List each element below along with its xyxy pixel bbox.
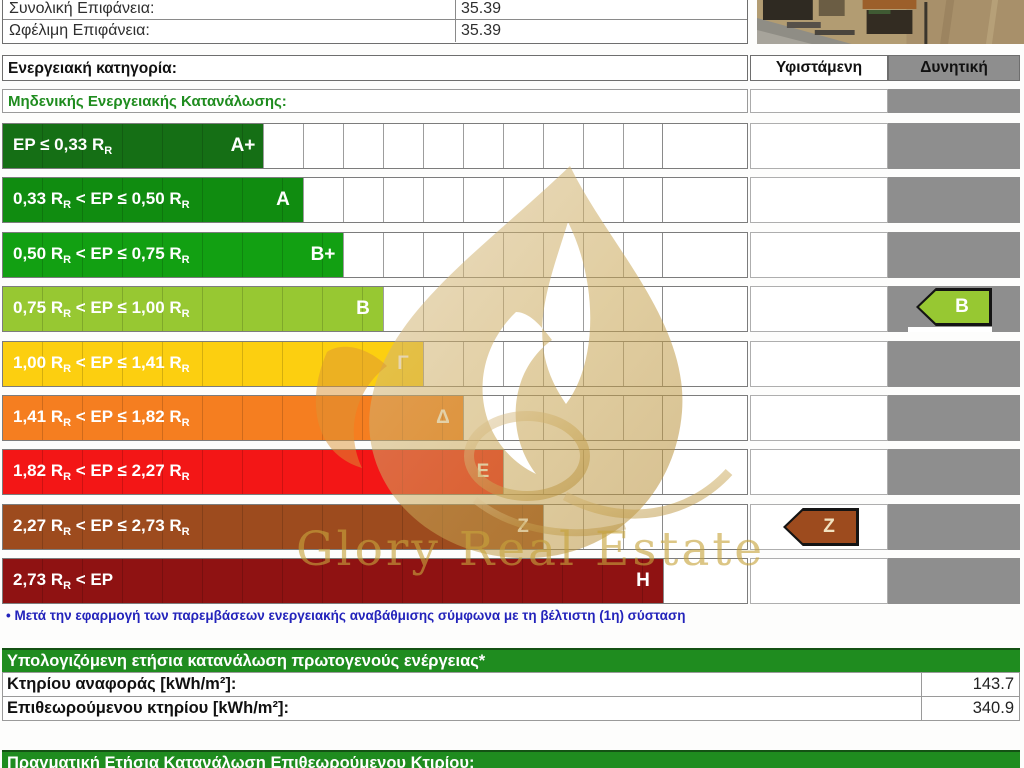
surface-row-label: Συνολική Επιφάνεια:: [9, 0, 155, 17]
energy-class-letter: Γ: [397, 353, 409, 374]
energy-class-range-label: 2,73 RR < EP: [13, 569, 114, 593]
potential-class-marker: B: [916, 288, 992, 326]
energy-class-row: 0,75 RR < EP ≤ 1,00 RR B: [2, 286, 748, 332]
energy-class-letter: Z: [517, 516, 529, 537]
energy-class-row: 1,41 RR < EP ≤ 1,82 RR Δ: [2, 395, 748, 441]
existing-cell: [750, 177, 888, 223]
surface-row-value: 35.39: [455, 20, 747, 42]
energy-class-range-label: 0,50 RR < EP ≤ 0,75 RR: [13, 243, 190, 267]
energy-class-bar: 1,41 RR < EP ≤ 1,82 RR Δ: [3, 396, 463, 440]
existing-cell: [750, 341, 888, 387]
energy-class-range-label: 0,33 RR < EP ≤ 0,50 RR: [13, 188, 190, 212]
marker-arrow: B: [919, 291, 989, 323]
empty-grid-cells: [663, 559, 664, 603]
consumption-row-value: 143.7: [921, 673, 1019, 696]
category-title: Ενεργειακή κατηγορία:: [2, 55, 748, 81]
energy-class-row: 0,33 RR < EP ≤ 0,50 RR A: [2, 177, 748, 223]
energy-class-range-label: 1,82 RR < EP ≤ 2,27 RR: [13, 460, 190, 484]
energy-class-letter: E: [476, 461, 490, 482]
zero-energy-label: Μηδενικής Ενεργειακής Κατανάλωσης:: [2, 89, 748, 113]
energy-class-scale: EP ≤ 0,33 RR A+ 0,33 RR < EP ≤ 0,50 RR A 0,5…: [0, 123, 1024, 605]
potential-cell: B: [888, 286, 1020, 332]
empty-grid-cells: [463, 396, 663, 440]
existing-cell: [750, 395, 888, 441]
energy-class-row: EP ≤ 0,33 RR A+: [2, 123, 748, 169]
surface-table-row: Ωφέλιμη Επιφάνεια: 35.39: [3, 20, 747, 42]
consumption-row: Κτηρίου αναφοράς [kWh/m²]: 143.7: [2, 672, 1020, 697]
empty-grid-cells: [343, 233, 663, 277]
energy-class-range-label: 1,41 RR < EP ≤ 1,82 RR: [13, 406, 190, 430]
energy-class-row: 2,27 RR < EP ≤ 2,73 RR Z: [2, 504, 748, 550]
potential-cell: [888, 123, 1020, 169]
consumption-row-label: Κτηρίου αναφοράς [kWh/m²]:: [7, 675, 237, 693]
energy-class-bar: 0,75 RR < EP ≤ 1,00 RR B: [3, 287, 383, 331]
energy-class-bar: EP ≤ 0,33 RR A+: [3, 124, 263, 168]
energy-class-range-label: EP ≤ 0,33 RR: [13, 134, 113, 158]
consumption-row-label: Επιθεωρούμενου κτηρίου [kWh/m²]:: [7, 699, 289, 717]
building-photo: [757, 0, 1024, 44]
potential-cell: [888, 504, 1020, 550]
empty-grid-cells: [383, 287, 663, 331]
energy-class-letter: B: [356, 298, 370, 319]
potential-cell: [888, 232, 1020, 278]
potential-cell: [888, 558, 1020, 604]
existing-cell: Z: [750, 504, 888, 550]
energy-class-range-label: 2,27 RR < EP ≤ 2,73 RR: [13, 515, 190, 539]
energy-class-row: 1,00 RR < EP ≤ 1,41 RR Γ: [2, 341, 748, 387]
surface-table: Συνολική Επιφάνεια: 35.39 Ωφέλιμη Επιφάνει…: [2, 0, 748, 44]
energy-class-letter: B+: [310, 244, 336, 265]
column-header-potential: Δυνητική: [888, 55, 1020, 81]
existing-class-marker: Z: [783, 508, 859, 546]
energy-class-bar: 2,73 RR < EP H: [3, 559, 663, 603]
energy-class-row: 2,73 RR < EP H: [2, 558, 748, 604]
energy-class-letter: A: [276, 189, 290, 210]
surface-table-row: Συνολική Επιφάνεια: 35.39: [3, 0, 747, 20]
empty-grid-cells: [543, 505, 663, 549]
zero-energy-potential-cell: [888, 89, 1020, 113]
energy-class-range-label: 0,75 RR < EP ≤ 1,00 RR: [13, 297, 190, 321]
energy-class-letter: A+: [230, 135, 256, 156]
existing-cell: [750, 232, 888, 278]
marker-underline: [908, 327, 992, 332]
potential-cell: [888, 341, 1020, 387]
consumption-section-header: Υπολογιζόμενη ετήσια κατανάλωση πρωτογεν…: [2, 648, 1020, 672]
zero-energy-existing-cell: [750, 89, 888, 113]
surface-row-label: Ωφέλιμη Επιφάνεια:: [9, 22, 150, 39]
marker-arrow: Z: [786, 511, 856, 543]
energy-class-row: 1,82 RR < EP ≤ 2,27 RR E: [2, 449, 748, 495]
actual-consumption-header: Πραγματική Ετήσια Κατανάλωση Επιθεωρούμε…: [2, 750, 1020, 768]
surface-row-value: 35.39: [455, 0, 747, 19]
empty-grid-cells: [303, 178, 663, 222]
energy-class-bar: 0,50 RR < EP ≤ 0,75 RR B+: [3, 233, 343, 277]
consumption-row-value: 340.9: [921, 697, 1019, 720]
empty-grid-cells: [503, 450, 663, 494]
footnote: • Μετά την εφαρμογή των παρεμβάσεων ενερ…: [6, 608, 686, 623]
potential-cell: [888, 395, 1020, 441]
energy-class-bar: 0,33 RR < EP ≤ 0,50 RR A: [3, 178, 303, 222]
empty-grid-cells: [423, 342, 663, 386]
potential-cell: [888, 177, 1020, 223]
energy-class-letter: Δ: [436, 407, 450, 428]
energy-class-letter: H: [636, 570, 650, 591]
existing-cell: [750, 123, 888, 169]
existing-cell: [750, 558, 888, 604]
consumption-row: Επιθεωρούμενου κτηρίου [kWh/m²]: 340.9: [2, 696, 1020, 721]
energy-class-range-label: 1,00 RR < EP ≤ 1,41 RR: [13, 352, 190, 376]
existing-cell: [750, 286, 888, 332]
column-header-existing: Υφιστάμενη: [750, 55, 888, 81]
empty-grid-cells: [263, 124, 663, 168]
energy-class-bar: 2,27 RR < EP ≤ 2,73 RR Z: [3, 505, 543, 549]
energy-class-row: 0,50 RR < EP ≤ 0,75 RR B+: [2, 232, 748, 278]
energy-class-bar: 1,00 RR < EP ≤ 1,41 RR Γ: [3, 342, 423, 386]
potential-cell: [888, 449, 1020, 495]
existing-cell: [750, 449, 888, 495]
energy-class-bar: 1,82 RR < EP ≤ 2,27 RR E: [3, 450, 503, 494]
